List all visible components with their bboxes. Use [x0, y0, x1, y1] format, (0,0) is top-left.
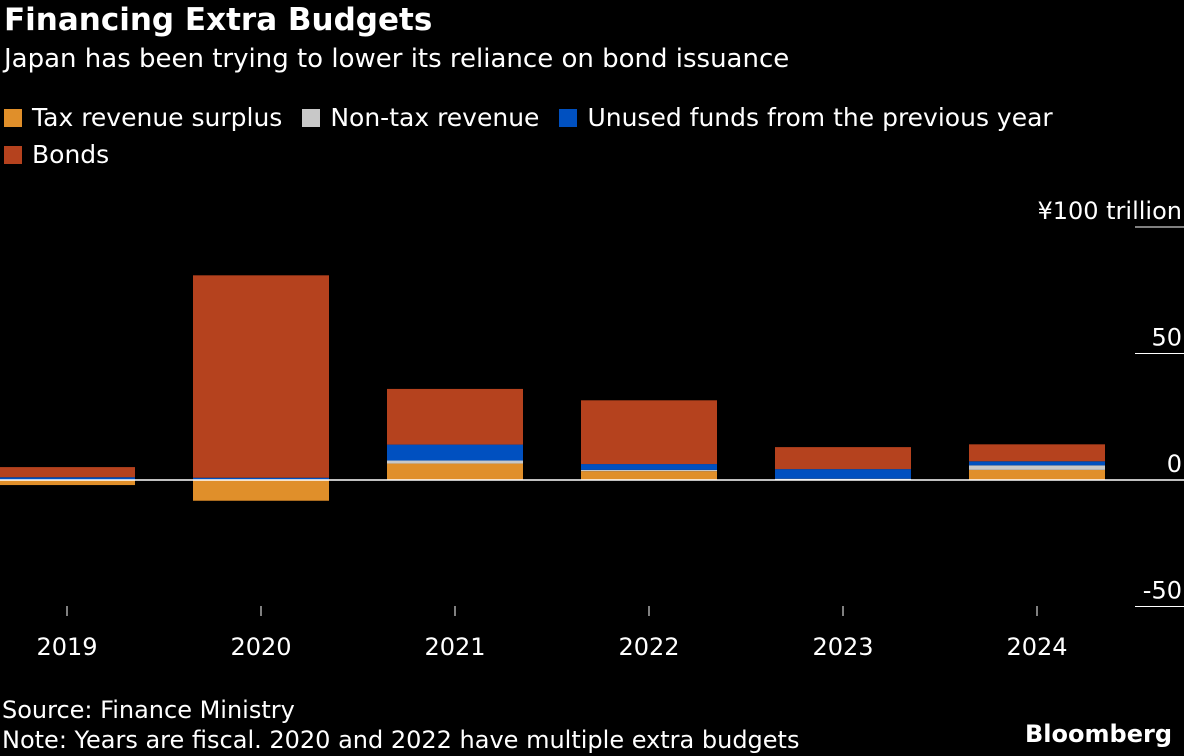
bar-segment [387, 444, 523, 461]
bar-segment [193, 275, 329, 478]
bar-segment [775, 447, 911, 470]
x-tick-label: 2019 [36, 633, 97, 661]
x-tick-label: 2024 [1006, 633, 1067, 661]
bar-segment [581, 469, 717, 472]
legend-label: Bonds [32, 140, 110, 169]
bar-segment [969, 461, 1105, 466]
bar-segment [969, 465, 1105, 470]
bar-segment [0, 480, 135, 486]
legend-label: Tax revenue surplus [32, 103, 283, 132]
legend-swatch [4, 146, 22, 164]
chart-subtitle: Japan has been trying to lower its relia… [4, 44, 790, 74]
bloomberg-logo: Bloomberg [1025, 720, 1172, 748]
y-tick-label: ¥100 trillion [1037, 197, 1182, 225]
legend-label: Non-tax revenue [330, 103, 540, 132]
legend-item: Unused funds from the previous year [559, 100, 1053, 136]
bar-segment [581, 471, 717, 480]
bar-segment [0, 467, 135, 478]
y-tick-label: 0 [1167, 450, 1182, 478]
x-tick-label: 2023 [812, 633, 873, 661]
legend-label: Unused funds from the previous year [587, 103, 1053, 132]
bar-segment [387, 460, 523, 464]
bar-segment [387, 388, 523, 445]
bar-segment [0, 477, 135, 480]
source-text: Source: Finance Ministry [2, 696, 295, 724]
bar-segment [581, 464, 717, 470]
legend-item: Tax revenue surplus [4, 100, 282, 136]
y-tick-label: -50 [1143, 577, 1182, 605]
y-tick-label: 50 [1151, 324, 1182, 352]
legend-swatch [302, 109, 321, 127]
chart-title: Financing Extra Budgets [4, 2, 433, 38]
legend-item: Bonds [4, 137, 109, 173]
legend-swatch [559, 109, 578, 127]
bar-segment [387, 463, 523, 480]
bar-segment [969, 444, 1105, 462]
footnotes: Source: Finance Ministry Note: Years are… [2, 695, 799, 755]
bar-segment [581, 400, 717, 465]
x-tick-label: 2021 [424, 633, 485, 661]
legend-item: Non-tax revenue [302, 100, 539, 136]
bar-segment [969, 469, 1105, 480]
bar-segment [775, 469, 911, 479]
legend-swatch [4, 109, 22, 127]
x-tick-label: 2020 [230, 633, 291, 661]
bar-segment [193, 477, 329, 480]
x-tick-label: 2022 [618, 633, 679, 661]
note-text: Note: Years are fiscal. 2020 and 2022 ha… [2, 726, 800, 754]
legend: Tax revenue surplus Non-tax revenue Unused… [4, 100, 1184, 174]
bar-segment [193, 480, 329, 501]
